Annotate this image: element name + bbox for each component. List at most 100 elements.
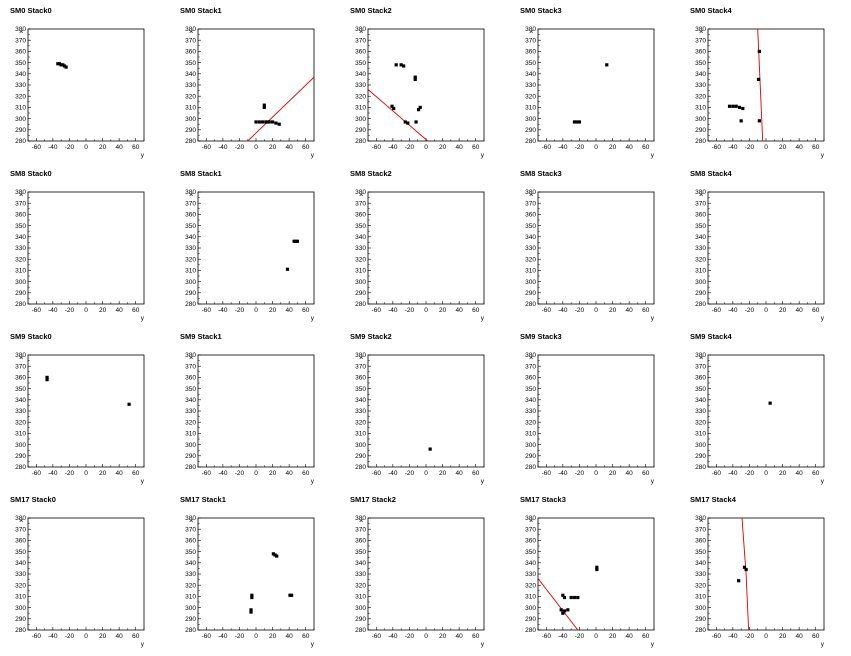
data-point xyxy=(595,567,599,572)
x-tick-label: -60 xyxy=(542,470,552,477)
y-tick-label: 300 xyxy=(185,279,196,286)
y-tick-label: 340 xyxy=(185,234,196,241)
y-tick-label: 320 xyxy=(525,93,536,100)
panel-title: SM0 Stack2 xyxy=(350,6,392,15)
x-tick-label: -20 xyxy=(405,470,415,477)
data-point xyxy=(266,120,270,124)
x-axis-label: y xyxy=(651,478,655,485)
fit-line xyxy=(368,89,428,141)
data-point xyxy=(572,595,577,600)
x-tick-label: 60 xyxy=(132,470,140,477)
y-tick-label: 350 xyxy=(185,386,196,393)
y-tick-label: 320 xyxy=(15,582,26,589)
x-tick-label: 0 xyxy=(254,470,258,477)
y-tick-label: 340 xyxy=(15,560,26,567)
y-tick-label: 360 xyxy=(15,212,26,219)
panel-title: SM9 Stack4 xyxy=(690,332,733,341)
y-tick-label: 350 xyxy=(525,386,536,393)
panel-title: SM9 Stack1 xyxy=(180,332,222,341)
y-tick-label: 300 xyxy=(695,116,706,123)
x-tick-label: -40 xyxy=(48,307,58,314)
y-tick-label: 290 xyxy=(525,290,536,297)
x-tick-label: 40 xyxy=(796,144,804,151)
data-point xyxy=(569,595,573,600)
data-point xyxy=(45,378,49,382)
y-tick-label: 360 xyxy=(355,375,366,382)
data-point xyxy=(273,553,277,557)
x-tick-label: -60 xyxy=(32,470,42,477)
y-tick-label: 360 xyxy=(695,49,706,56)
data-point xyxy=(403,120,407,124)
y-tick-label: 360 xyxy=(15,49,26,56)
y-tick-label: 340 xyxy=(525,234,536,241)
y-tick-label: 280 xyxy=(185,138,196,145)
x-tick-label: -40 xyxy=(728,633,738,640)
x-tick-label: 40 xyxy=(456,307,464,314)
y-tick-label: 350 xyxy=(15,223,26,230)
y-axis-label: x xyxy=(18,29,25,33)
scatter-panel: SM0 Stack0 280 290 300 310 320 330 340 350 360 370… xyxy=(10,6,145,159)
y-tick-label: 340 xyxy=(185,397,196,404)
x-tick-label: -60 xyxy=(202,470,212,477)
x-tick-label: 20 xyxy=(269,633,277,640)
x-tick-label: -60 xyxy=(372,470,382,477)
y-tick-label: 330 xyxy=(525,245,536,252)
y-tick-label: 310 xyxy=(15,431,26,438)
x-tick-label: 60 xyxy=(642,633,650,640)
y-tick-label: 330 xyxy=(695,408,706,415)
y-tick-label: 310 xyxy=(525,105,536,112)
data-point xyxy=(45,375,49,379)
data-point xyxy=(274,121,278,125)
x-tick-label: -60 xyxy=(542,307,552,314)
y-tick-label: 330 xyxy=(185,408,196,415)
x-tick-label: 0 xyxy=(84,633,88,640)
x-tick-label: 0 xyxy=(764,470,768,477)
y-tick-label: 300 xyxy=(525,605,536,612)
x-tick-label: 40 xyxy=(796,633,804,640)
x-axis-label: y xyxy=(821,152,825,159)
data-point xyxy=(285,267,290,271)
y-tick-label: 310 xyxy=(525,594,536,601)
y-tick-label: 280 xyxy=(355,301,366,308)
y-tick-label: 300 xyxy=(355,116,366,123)
y-tick-label: 280 xyxy=(355,627,366,634)
y-tick-label: 290 xyxy=(525,616,536,623)
x-tick-label: -40 xyxy=(728,144,738,151)
x-tick-label: 20 xyxy=(779,633,787,640)
y-tick-label: 320 xyxy=(525,256,536,263)
plot-frame xyxy=(27,517,145,631)
y-tick-label: 330 xyxy=(15,571,26,578)
y-tick-label: 330 xyxy=(525,571,536,578)
x-tick-label: 40 xyxy=(286,633,294,640)
plot-frame xyxy=(27,354,145,468)
y-axis-label: x xyxy=(18,355,25,359)
x-tick-label: -60 xyxy=(712,470,722,477)
plot-frame xyxy=(367,517,485,631)
x-tick-label: -20 xyxy=(65,307,75,314)
y-tick-label: 320 xyxy=(695,256,706,263)
x-tick-label: 40 xyxy=(116,307,124,314)
y-axis-label: x xyxy=(358,518,365,522)
y-tick-label: 340 xyxy=(185,560,196,567)
data-point xyxy=(402,64,406,68)
x-axis-label: y xyxy=(481,641,485,648)
y-tick-label: 380 xyxy=(185,26,196,33)
plot-frame xyxy=(197,517,315,631)
plot-frame xyxy=(537,517,655,631)
data-point xyxy=(390,104,394,108)
y-tick-label: 320 xyxy=(15,419,26,426)
x-tick-label: 40 xyxy=(626,633,634,640)
x-axis-label: y xyxy=(311,641,315,648)
x-tick-label: 40 xyxy=(116,144,124,151)
y-tick-label: 300 xyxy=(355,442,366,449)
x-tick-label: 20 xyxy=(609,307,617,314)
y-tick-label: 300 xyxy=(695,442,706,449)
plot-frame xyxy=(27,28,145,142)
data-point xyxy=(576,595,580,600)
y-tick-label: 310 xyxy=(695,105,706,112)
x-tick-label: -60 xyxy=(542,633,552,640)
x-tick-label: 40 xyxy=(116,470,124,477)
y-tick-label: 350 xyxy=(695,223,706,230)
x-tick-label: 0 xyxy=(424,307,428,314)
y-tick-label: 290 xyxy=(355,453,366,460)
